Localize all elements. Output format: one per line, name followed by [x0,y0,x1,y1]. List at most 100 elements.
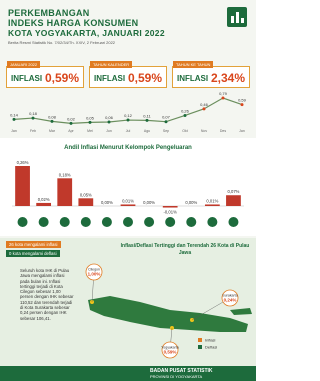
map-title: Inflasi/Deflasi Tertinggi dan Terendah 2… [120,243,250,256]
indicator-box: TAHUN KALENDER INFLASI 0,59% [89,61,167,88]
indicator-box: JANUARI 2022 INFLASI 0,59% [6,61,84,88]
indicator-period: TAHUN KE TAHUN [173,61,214,68]
trend-point [240,103,244,107]
trend-point [145,118,149,122]
bar-value-label: -0,01% [164,210,178,215]
trend-point [31,116,35,120]
map-legend-swatch [198,345,202,349]
trend-point [221,96,225,100]
bar [15,166,30,206]
bar-value-label: 0,02% [38,197,50,202]
subtitle: Berita Resmi Statistik No. 7/02/34/Th. X… [8,40,116,45]
island [230,308,252,315]
trend-point [164,120,168,124]
city-name: Surakarta [222,294,237,298]
bar [78,198,94,206]
title-line: PERKEMBANGAN [8,8,90,18]
indicator-box: TAHUN KE TAHUN INFLASI 2,34% [172,61,250,88]
bar-value-label: 0,07% [228,189,240,194]
summary-text: Seluruh kota IHK di Pulau Jawa mengalami… [20,268,74,321]
trend-value-label: 0,18 [29,111,38,116]
group-icon [186,217,197,227]
bar-value-label: 0,05% [80,192,92,197]
trend-value-label: 0,02 [67,116,76,121]
bar [226,195,241,206]
city-value: 0,59% [164,350,177,355]
trend-point [12,117,16,121]
city-value: 1,00% [88,272,101,277]
trend-value-label: 0,79 [219,91,228,96]
contribution-chart: Andil Inflasi Menurut Kelompok Pengeluar… [0,138,256,236]
bar-value-label: 0,26% [17,160,29,165]
title-line: INDEKS HARGA KONSUMEN [8,18,139,28]
section-title: Andil Inflasi Menurut Kelompok Pengeluar… [64,145,192,151]
group-icon [59,217,70,227]
bar-value-label: 0,00% [143,200,155,205]
city-name: Yogyakarta [161,346,178,350]
group-icon [17,217,28,227]
indicator-period: TAHUN KALENDER [90,61,133,68]
trend-value-label: 0,08 [48,114,57,119]
map-legend-label: Inflasi [205,338,216,343]
trend-month: Jan [239,129,245,133]
legend-deflation: 0 kota mengalami deflasi [6,250,60,257]
bar-value-label: 0,01% [122,198,134,203]
city-name: Cilegon [88,268,100,272]
city-badge [221,289,239,307]
bar [204,204,220,206]
trend-chart: 0,14 Jan 0,18 Feb 0,08 Mar 0,02 Apr 0,05 Mei 0,06 J… [10,91,247,133]
indicator-value: 0,59% [44,71,79,85]
bar-value-label: 0,00% [185,200,197,205]
trend-point [88,120,92,124]
trend-month: Mei [87,129,93,133]
trend-point [126,118,130,122]
trend-month: Apr [68,129,74,133]
trend-month: Agu [144,129,150,133]
footer-agency: BADAN PUSAT STATISTIK [150,368,213,374]
bar [162,206,178,208]
trend-value-label: 0,14 [10,112,19,117]
footer-province: PROVINSI DI YOGYAKARTA [150,374,203,379]
trend-point [69,121,73,125]
island [88,296,248,332]
bar-value-label: 0,01% [206,198,218,203]
city-badge [161,341,179,359]
trend-month: Nov [201,129,207,133]
trend-value-label: 0,59 [238,98,247,103]
city-value: 0,24% [224,298,237,303]
group-icon [228,217,239,227]
trend-value-label: 0,46 [200,102,209,107]
indicator-label: INFLASI [177,74,209,83]
trend-value-label: 0,07 [162,115,171,120]
trend-value-label: 0,26 [181,108,190,113]
group-icon [123,217,133,227]
group-icon [165,217,176,227]
bar-value-label: 0,18% [59,172,71,177]
city-badge [85,263,103,281]
legend-inflation: 26 kota mengalami inflasi [6,241,61,248]
trend-month: Okt [182,129,187,133]
trend-point [50,119,54,123]
infographic: PERKEMBANGAN INDEKS HARGA KONSUMEN KOTA … [0,0,256,381]
trend-point [183,113,187,117]
trend-month: Jul [126,129,131,133]
trend-month: Jun [106,129,112,133]
group-icon [144,217,155,227]
trend-month: Jan [11,129,17,133]
group-icon [80,217,91,227]
map-legend-swatch [198,338,202,342]
footer-band [0,366,256,381]
trend-month: Mar [49,129,56,133]
bar [120,204,136,206]
group-icon [38,217,49,227]
indicator-value: 2,34% [210,71,245,85]
bar-value-label: 0,00% [101,200,113,205]
title-line: KOTA YOGYAKARTA, JANUARI 2022 [8,28,165,38]
trend-point [202,107,206,111]
group-icon [207,217,218,227]
indicator-label: INFLASI [11,74,43,83]
group-icon [101,217,112,227]
logo [227,7,247,27]
bar [36,202,52,206]
trend-month: Des [220,129,226,133]
